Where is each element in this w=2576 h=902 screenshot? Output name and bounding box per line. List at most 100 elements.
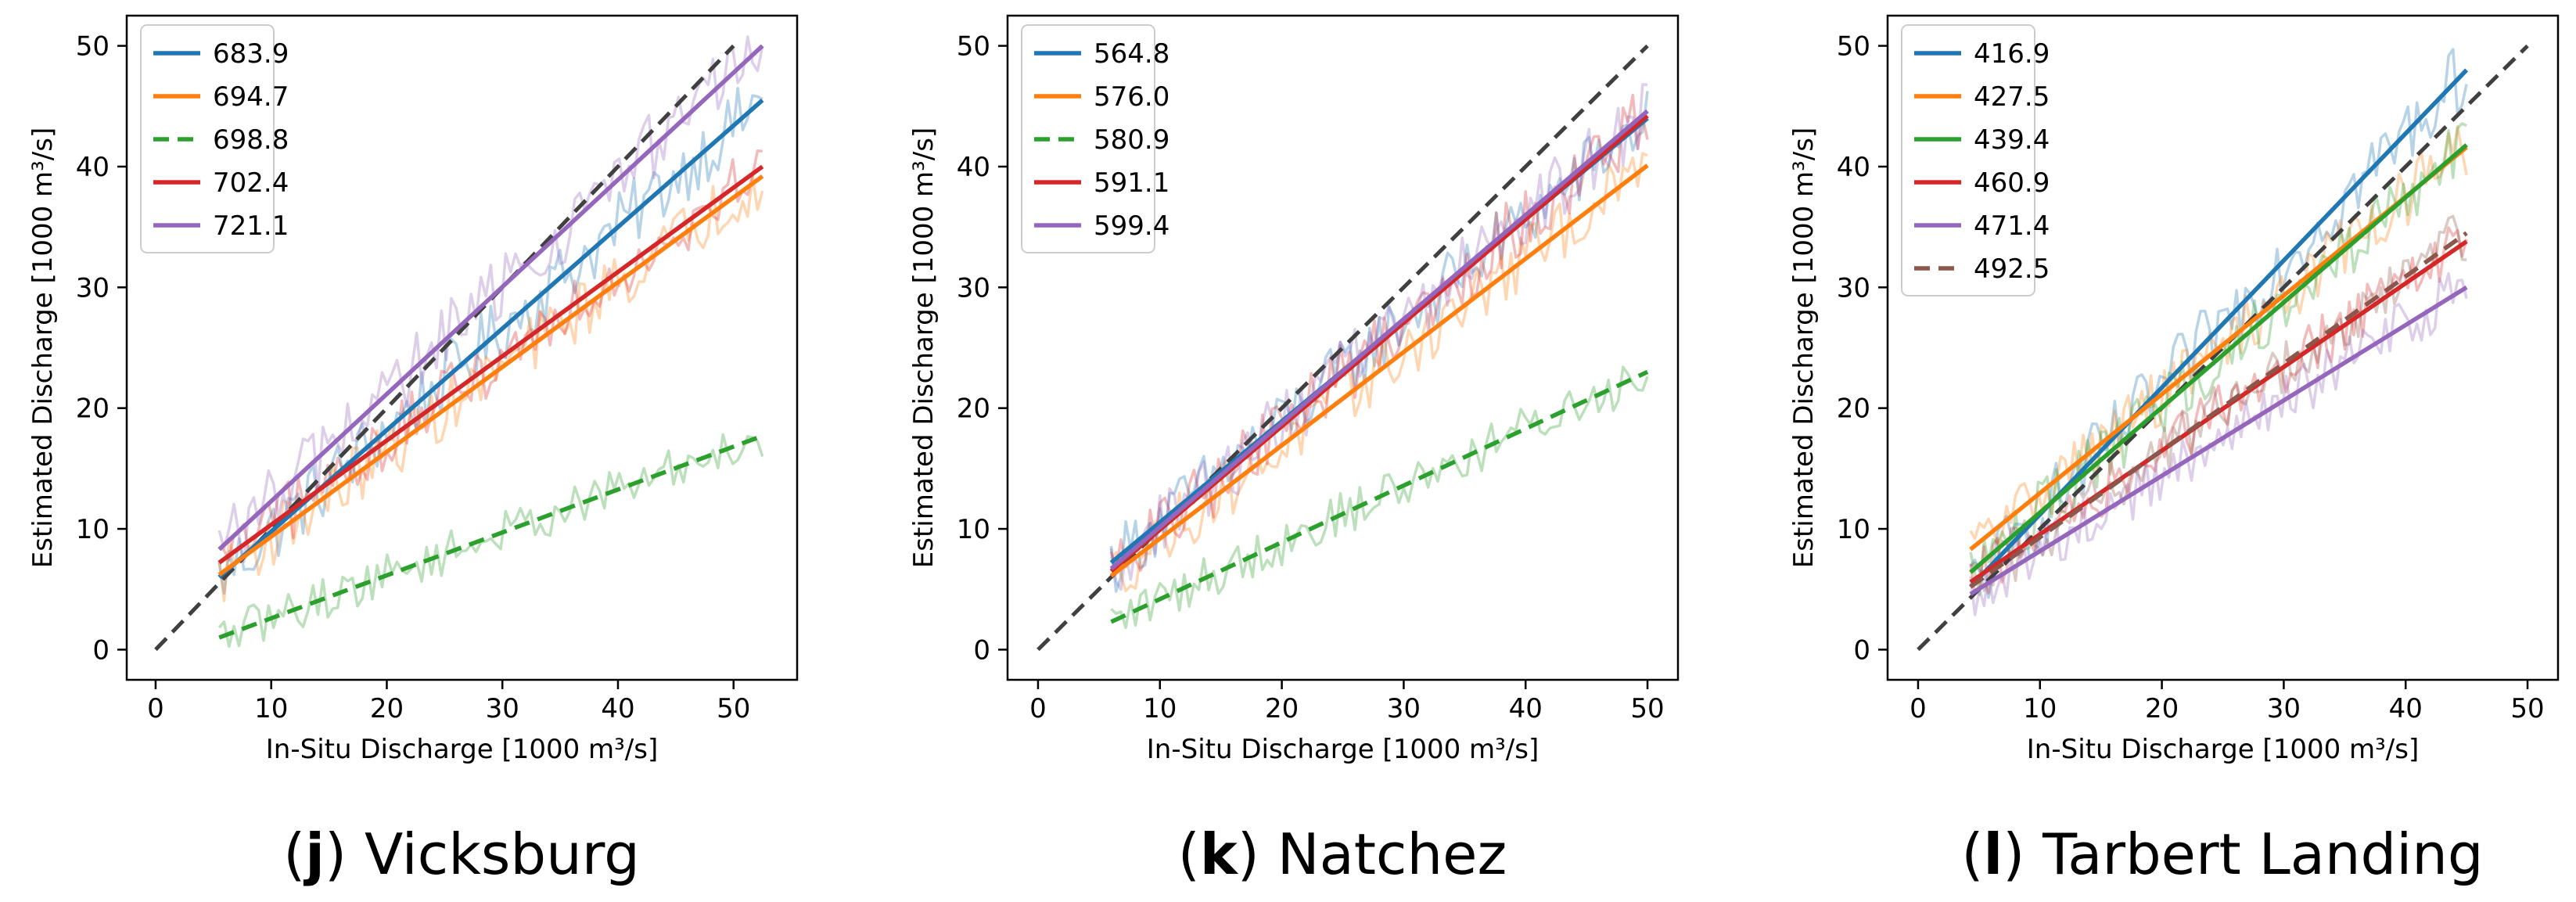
fit-line-576.0 (1109, 164, 1649, 578)
x-tick-label: 0 (1029, 693, 1047, 724)
panel-caption: (j) Vicksburg (283, 821, 640, 887)
x-tick-label: 20 (370, 693, 404, 724)
legend-entry: 439.4 (1974, 124, 2050, 156)
legend-box (140, 24, 275, 253)
legend-entry: 460.9 (1974, 167, 2050, 199)
legend: 416.9 427.5 439.4 460.9 471.4 492.5 (1901, 24, 2050, 296)
x-tick-label: 50 (2510, 693, 2544, 724)
x-axis-label: In-Situ Discharge [1000 m³/s] (2027, 734, 2419, 765)
x-tick-label: 10 (254, 693, 288, 724)
axes-frame (125, 14, 799, 681)
legend-entry: 576.0 (1094, 81, 1169, 113)
legend-entry: 427.5 (1974, 81, 2050, 113)
plot-area (1917, 44, 2529, 652)
y-tick-label: 30 (957, 272, 990, 304)
raw-trace-576.0 (1109, 152, 1648, 593)
x-tick-label: 30 (2267, 693, 2301, 724)
fit-line-698.8 (218, 433, 763, 640)
legend-entry: 580.9 (1094, 124, 1169, 156)
panel-j: 0 10 20 30 40 50 0 10 20 30 40 50 In-Situ Discharge … (27, 14, 799, 887)
fit-line-599.4 (1109, 109, 1649, 571)
raw-trace-416.9 (1969, 48, 2468, 599)
legend-entry: 591.1 (1094, 167, 1169, 199)
legend-entry: 721.1 (213, 210, 289, 242)
y-tick-label: 50 (1837, 31, 1870, 63)
station-name: Vicksburg (365, 821, 640, 887)
fit-line-492.5 (1969, 231, 2468, 589)
legend-entry: 492.5 (1974, 253, 2050, 285)
fit-line-471.4 (1969, 285, 2468, 596)
y-tick-label: 30 (76, 272, 110, 304)
x-tick-label: 0 (147, 693, 164, 724)
y-tick-label: 40 (76, 152, 110, 183)
y-axis-label: Estimated Discharge [1000 m³/s] (1788, 128, 1820, 568)
x-tick-label: 20 (2145, 693, 2179, 724)
y-tick-label: 0 (92, 634, 110, 666)
panel-caption: (k) Natchez (1178, 821, 1507, 887)
x-tick-label: 40 (1509, 693, 1543, 724)
x-tick-label: 10 (2023, 693, 2057, 724)
y-tick-label: 30 (1837, 272, 1870, 304)
fit-line-702.4 (217, 164, 764, 565)
raw-trace-599.4 (1109, 83, 1648, 591)
legend-entry: 702.4 (213, 167, 289, 199)
y-tick-label: 50 (957, 31, 990, 63)
y-tick-label: 0 (1853, 634, 1870, 666)
identity-line (1037, 44, 1649, 652)
y-tick-label: 40 (957, 152, 990, 183)
plot-area (154, 35, 764, 652)
panel-letter: k (1200, 821, 1239, 887)
panel-letter: l (1984, 821, 2003, 887)
panel-l: 0 10 20 30 40 50 0 10 20 30 40 50 In-Situ Discharge … (1788, 14, 2560, 887)
panel-caption: (l) Tarbert Landing (1961, 821, 2483, 887)
legend-box (1901, 24, 2035, 296)
y-tick-label: 20 (957, 394, 990, 425)
x-tick-label: 30 (1387, 693, 1421, 724)
legend-entry: 683.9 (213, 38, 289, 70)
legend-entry: 698.8 (213, 124, 289, 156)
legend-entry: 599.4 (1094, 210, 1169, 242)
x-tick-label: 40 (2389, 693, 2423, 724)
y-tick-label: 20 (76, 394, 110, 425)
y-tick-label: 20 (1837, 394, 1870, 425)
panel-k: 0 10 20 30 40 50 0 10 20 30 40 50 In-Situ Discharge … (908, 14, 1680, 887)
x-axis-label: In-Situ Discharge [1000 m³/s] (1147, 734, 1539, 765)
y-tick-label: 10 (957, 514, 990, 545)
legend-box (1021, 24, 1155, 253)
legend: 683.9 694.7 698.8 702.4 721.1 (140, 24, 289, 253)
y-axis-label: Estimated Discharge [1000 m³/s] (27, 128, 59, 568)
axes-frame (1886, 14, 2560, 681)
legend-entry: 694.7 (213, 81, 289, 113)
y-tick-label: 40 (1837, 152, 1870, 183)
station-name: Tarbert Landing (2042, 821, 2483, 887)
x-axis-label: In-Situ Discharge [1000 m³/s] (266, 734, 658, 765)
y-tick-label: 10 (76, 514, 110, 545)
raw-trace-721.1 (217, 35, 764, 563)
y-tick-label: 10 (1837, 514, 1870, 545)
x-tick-label: 40 (601, 693, 634, 724)
axes-frame (1006, 14, 1680, 681)
identity-line (1917, 44, 2529, 652)
panel-letter: j (303, 821, 325, 887)
legend-entry: 416.9 (1974, 38, 2050, 70)
station-name: Natchez (1277, 821, 1507, 887)
x-tick-label: 50 (717, 693, 750, 724)
fit-line-694.7 (217, 174, 764, 577)
y-axis-label: Estimated Discharge [1000 m³/s] (908, 128, 940, 568)
plot-area (1037, 44, 1649, 652)
fit-line-580.9 (1110, 369, 1649, 624)
raw-trace-564.8 (1109, 91, 1649, 593)
y-tick-label: 0 (973, 634, 990, 666)
x-tick-label: 10 (1143, 693, 1177, 724)
y-tick-label: 50 (76, 31, 110, 63)
x-tick-label: 20 (1265, 693, 1299, 724)
legend-entry: 471.4 (1974, 210, 2050, 242)
legend-entry: 564.8 (1094, 38, 1169, 70)
x-tick-label: 30 (486, 693, 519, 724)
legend: 564.8 576.0 580.9 591.1 599.4 (1021, 24, 1169, 253)
identity-line (154, 44, 735, 652)
x-tick-label: 0 (1910, 693, 1927, 724)
fit-line-721.1 (217, 44, 764, 552)
fit-line-439.4 (1969, 143, 2468, 574)
